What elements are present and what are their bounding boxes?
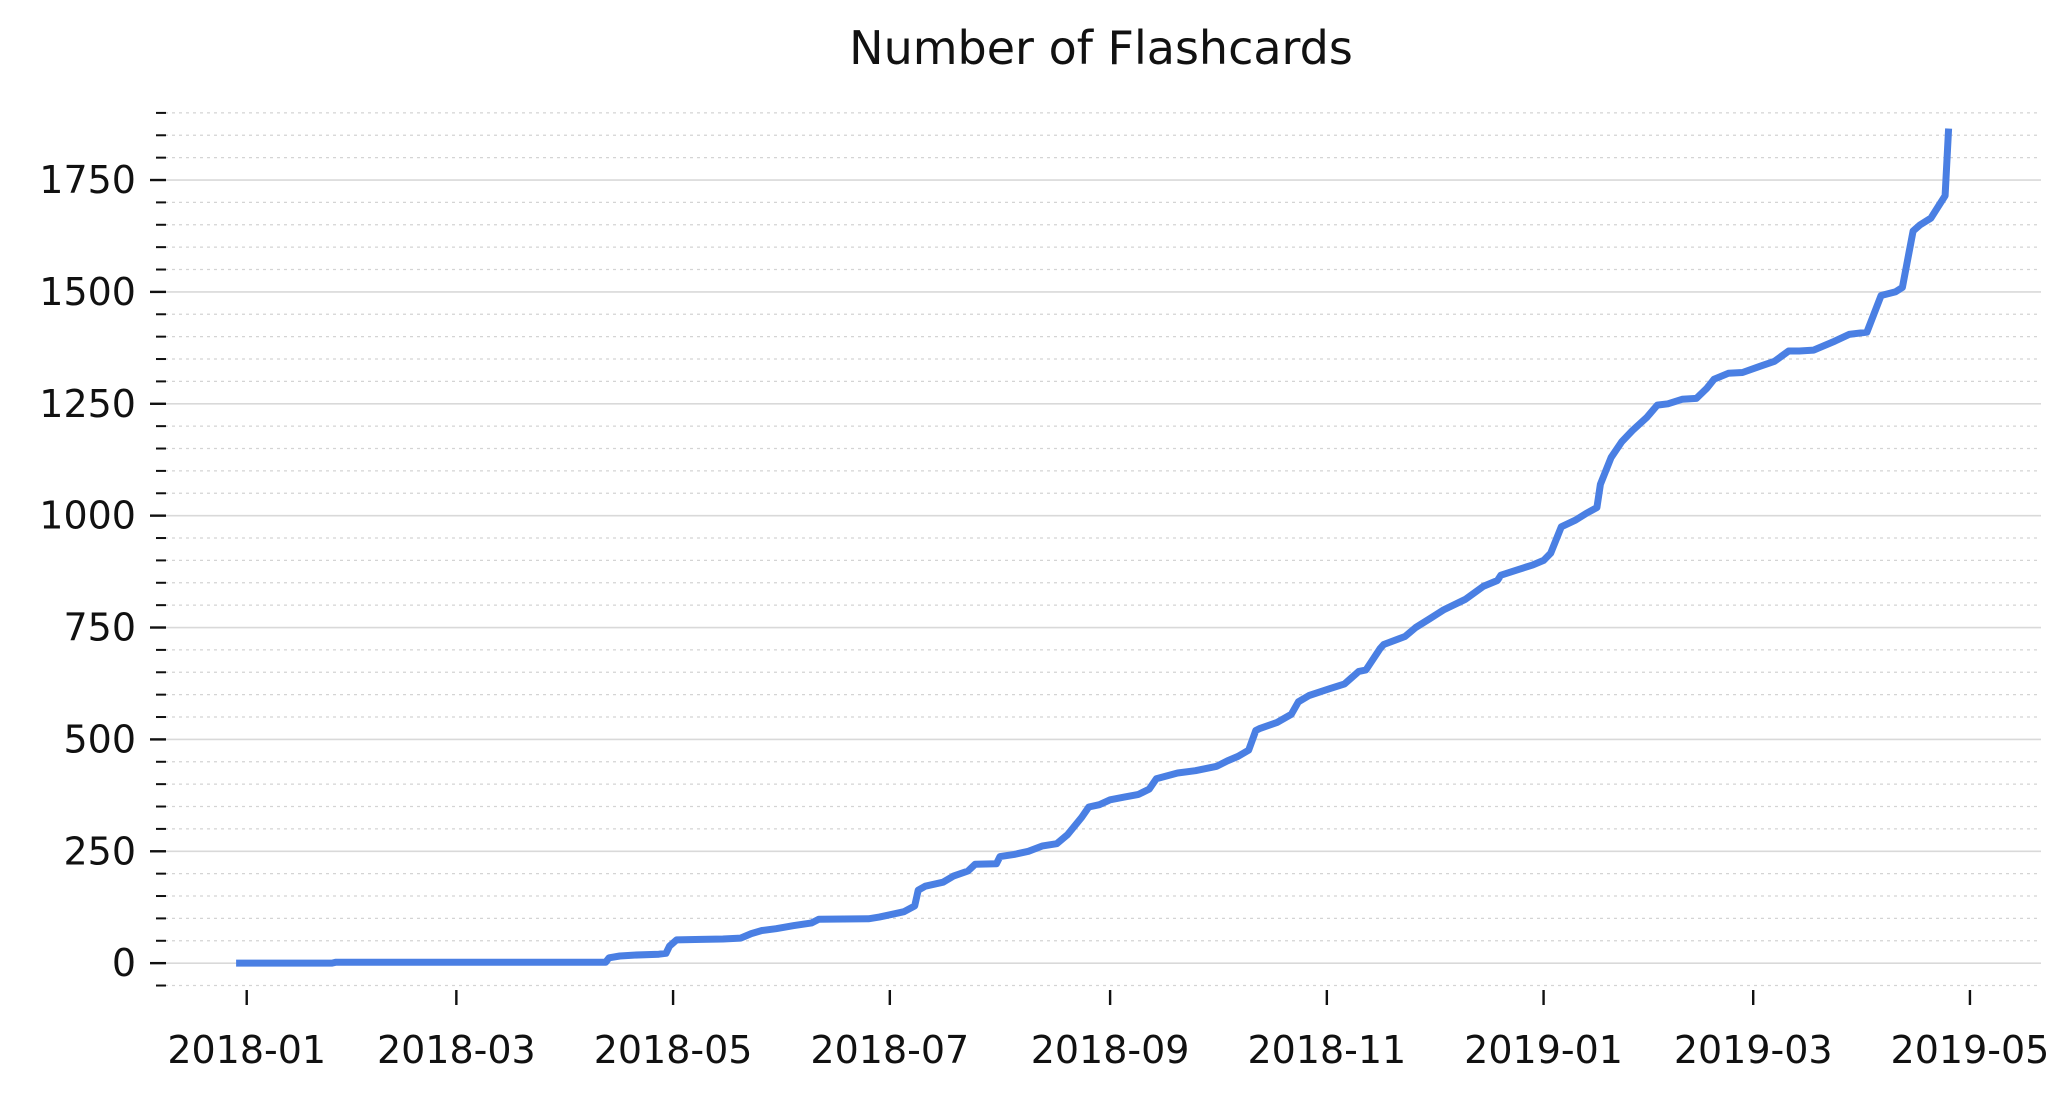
y-tick-label: 1750: [39, 158, 136, 202]
x-tick-label: 2018-03: [377, 1028, 536, 1072]
x-tick-label: 2018-07: [810, 1028, 969, 1072]
y-tick-label: 250: [63, 829, 136, 873]
x-tick-label: 2019-01: [1464, 1028, 1623, 1072]
axes: 0 250 500 750 1000 1250 1500 1750 2018-01 2018-03…: [39, 111, 2050, 1072]
y-tick-label: 750: [63, 606, 136, 650]
flashcard-count-line: [236, 128, 1953, 967]
y-tick-label: 500: [63, 717, 136, 761]
y-tick-label: 1000: [39, 494, 136, 538]
x-tick-label: 2019-03: [1674, 1028, 1833, 1072]
y-tick-label: 0: [112, 941, 136, 985]
series: [236, 128, 1953, 967]
gridlines: [165, 112, 2041, 987]
y-tick-label: 1250: [39, 382, 136, 426]
x-tick-label: 2018-11: [1247, 1028, 1406, 1072]
y-tick-label: 1500: [39, 270, 136, 314]
x-tick-label: 2019-05: [1891, 1028, 2050, 1072]
chart-title: Number of Flashcards: [849, 21, 1353, 75]
x-tick-label: 2018-09: [1031, 1028, 1190, 1072]
x-tick-label: 2018-05: [594, 1028, 753, 1072]
x-tick-label: 2018-01: [167, 1028, 326, 1072]
